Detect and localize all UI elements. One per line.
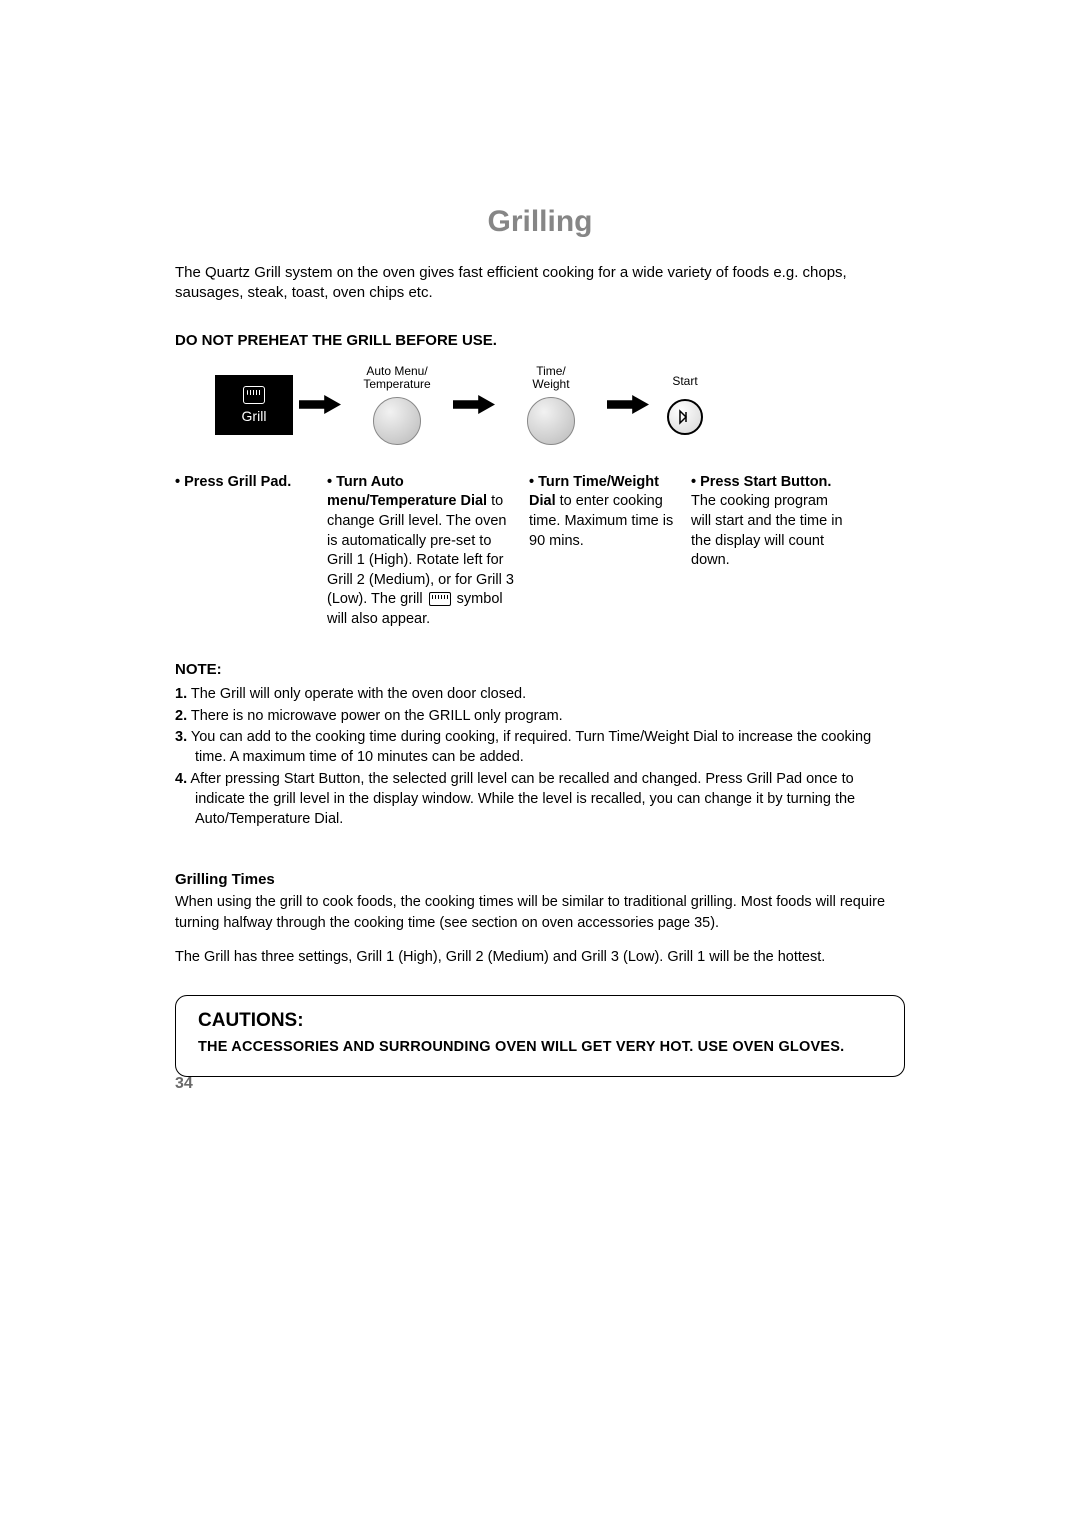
arrow-icon xyxy=(453,394,495,415)
grill-icon xyxy=(243,386,265,404)
start-label: Start xyxy=(672,375,697,389)
time-weight-dial-icon xyxy=(527,397,575,445)
time-weight-dial-block: Time/ Weight xyxy=(501,365,601,445)
grill-pad-button: Grill xyxy=(215,375,293,435)
note-item: 4. After pressing Start Button, the sele… xyxy=(175,769,905,830)
operation-diagram: Grill Auto Menu/ Temperature Time/ Weigh… xyxy=(175,365,905,445)
cautions-box: CAUTIONS: THE ACCESSORIES AND SURROUNDIN… xyxy=(175,995,905,1076)
start-button-block: Start xyxy=(655,375,715,435)
intro-paragraph: The Quartz Grill system on the oven give… xyxy=(175,263,905,304)
grilling-times-heading: Grilling Times xyxy=(175,871,905,888)
dial-label: Auto Menu/ Temperature xyxy=(363,365,430,391)
cautions-heading: CAUTIONS: xyxy=(198,1010,882,1032)
manual-page: Grilling The Quartz Grill system on the … xyxy=(0,0,1080,1077)
note-item: 3. You can add to the cooking time durin… xyxy=(175,727,905,768)
grilling-times-paragraph: When using the grill to cook foods, the … xyxy=(175,892,905,933)
auto-menu-dial-icon xyxy=(373,397,421,445)
note-item: 2. There is no microwave power on the GR… xyxy=(175,706,905,726)
grill-pad-label: Grill xyxy=(242,408,267,424)
step-press-start: Press Start Button. The cooking program … xyxy=(691,473,851,630)
page-title: Grilling xyxy=(175,205,905,239)
note-item: 1. The Grill will only operate with the … xyxy=(175,684,905,704)
grill-symbol-icon xyxy=(429,592,451,606)
step-press-grill: Press Grill Pad. xyxy=(175,473,315,630)
step-turn-auto-menu: Turn Auto menu/Temperature Dial to chang… xyxy=(327,473,517,630)
start-button-icon xyxy=(667,399,703,435)
step-turn-time-weight: Turn Time/Weight Dial to enter cooking t… xyxy=(529,473,679,630)
cautions-body: THE ACCESSORIES AND SURROUNDING OVEN WIL… xyxy=(198,1037,882,1057)
arrow-icon xyxy=(299,394,341,415)
arrow-icon xyxy=(607,394,649,415)
note-list: 1. The Grill will only operate with the … xyxy=(175,684,905,829)
step-columns: Press Grill Pad. Turn Auto menu/Temperat… xyxy=(175,473,905,630)
note-heading: NOTE: xyxy=(175,661,905,678)
dial-label: Time/ Weight xyxy=(532,365,569,391)
preheat-warning: DO NOT PREHEAT THE GRILL BEFORE USE. xyxy=(175,332,905,349)
auto-menu-dial-block: Auto Menu/ Temperature xyxy=(347,365,447,445)
page-number: 34 xyxy=(175,1075,193,1093)
grilling-times-paragraph: The Grill has three settings, Grill 1 (H… xyxy=(175,947,905,967)
